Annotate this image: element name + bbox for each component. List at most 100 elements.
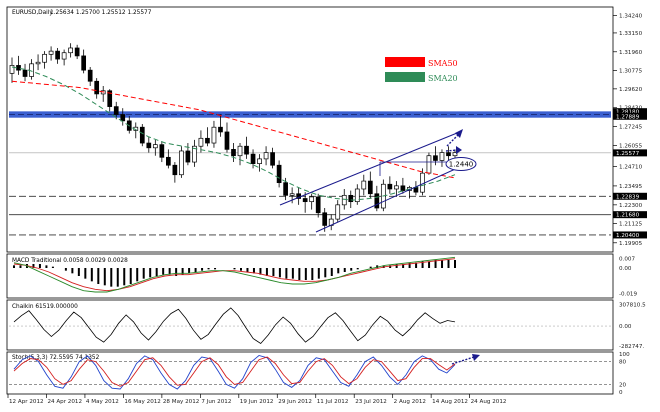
candle-body	[16, 65, 21, 71]
candle	[68, 43, 73, 58]
candle-body	[218, 126, 223, 133]
price-tick-label: 1.21125	[619, 221, 643, 227]
candle-body	[61, 52, 67, 60]
stoch-arrow-head	[472, 354, 480, 361]
price-axis: 1.342401.331501.319601.307751.296201.284…	[613, 14, 647, 247]
candle	[224, 122, 230, 153]
price-tag-label: 1.25577	[616, 151, 640, 157]
candle	[439, 149, 445, 167]
candle	[218, 114, 223, 137]
candle-body	[335, 204, 341, 220]
candle	[374, 185, 380, 212]
time-tick-label: 24 Apr 2012	[47, 399, 82, 405]
sma20-line	[11, 66, 456, 201]
time-tick-label: 29 Jun 2012	[278, 399, 312, 405]
candle-body	[74, 47, 80, 57]
panel-frames	[6, 6, 614, 395]
time-tick-label: 12 Apr 2012	[9, 399, 44, 405]
candle	[270, 147, 275, 169]
stoch-tick-label: 100	[619, 352, 630, 358]
sma50-line	[11, 80, 456, 179]
price-tag	[613, 192, 647, 200]
arrow-head-right	[456, 146, 462, 154]
candle	[35, 54, 41, 71]
overlay-back	[9, 111, 611, 236]
legend-label-sma50: SMA50	[428, 59, 458, 68]
candle	[55, 47, 60, 64]
candle	[9, 57, 15, 83]
candle	[205, 127, 210, 147]
candle	[172, 162, 178, 183]
price-tag	[613, 112, 647, 120]
price-tick-label: 1.19905	[619, 241, 643, 247]
candle-body	[354, 188, 360, 203]
time-tick-label: 24 Aug 2012	[471, 399, 507, 405]
candle	[289, 187, 295, 204]
price-tick-label: 1.24710	[619, 165, 643, 171]
candle-body	[257, 158, 262, 164]
candle-body	[289, 193, 295, 196]
price-tag	[613, 149, 647, 157]
candle-body	[439, 152, 445, 161]
candle-body	[387, 183, 393, 190]
candle-body	[68, 47, 73, 54]
price-tick-label: 1.30775	[619, 69, 643, 75]
ohlc-header: 1.25634 1.25700 1.25512 1.25577	[50, 10, 152, 16]
candle-body	[374, 193, 380, 209]
time-tick-label: 19 Jun 2012	[240, 399, 274, 405]
chaikin-tick-label: 307810.5	[619, 303, 646, 309]
candle-body	[270, 152, 275, 166]
legend-label-sma20: SMA20	[428, 74, 458, 83]
price-tag-label: 1.28180	[616, 110, 640, 116]
chaikin-tick-label: 0.00	[619, 324, 632, 330]
stoch-panel-frame	[6, 351, 614, 395]
candle-body	[361, 180, 367, 190]
price-tick-label: 1.29620	[619, 87, 643, 93]
stoch-label: Stoch(5,3,3) 72.5595 74.1352	[12, 355, 100, 361]
legend: SMA50 SMA20	[385, 57, 458, 83]
price-tag-label: 1.27889	[616, 114, 640, 120]
price-tick-label: 1.33150	[619, 31, 643, 37]
candle-body	[322, 212, 328, 226]
candle-body	[211, 126, 217, 144]
stoch-tick-label: 20	[619, 382, 627, 388]
macd-tick-label: 0.007	[619, 257, 635, 263]
candle-body	[172, 164, 178, 176]
candle-body	[315, 196, 321, 214]
stoch-arrow	[451, 356, 475, 365]
candle	[276, 160, 282, 188]
time-tick-label: 23 Jul 2012	[355, 399, 387, 405]
candle-body	[420, 172, 425, 193]
candle-body	[205, 137, 210, 144]
chaikin-label: Chaikin 61519.000000	[12, 304, 78, 310]
price-tag-label: 1.22839	[616, 194, 640, 200]
candle	[120, 108, 126, 126]
candle-body	[139, 126, 145, 144]
candle	[139, 124, 145, 147]
candle-body	[152, 144, 158, 149]
candle-body	[237, 145, 243, 157]
annotation-level-label: 1.2440	[449, 161, 474, 169]
candle-body	[263, 152, 269, 160]
candle-body	[22, 69, 28, 77]
candle-body	[276, 164, 282, 184]
price-tag-label: 1.20400	[616, 233, 640, 239]
candle-body	[113, 106, 119, 115]
candle-body	[231, 149, 236, 157]
candle-body	[394, 185, 399, 190]
chaikin-panel-frame	[6, 299, 614, 351]
legend-swatch-sma20	[385, 72, 425, 82]
candle-body	[250, 153, 256, 164]
candle	[426, 152, 432, 175]
candle-body	[55, 50, 60, 60]
candle-body	[107, 90, 113, 107]
time-tick-label: 16 May 2012	[124, 399, 160, 405]
candle-body	[426, 155, 432, 174]
price-tag-label: 1.21680	[616, 213, 640, 219]
candle	[302, 192, 308, 213]
candle	[42, 51, 47, 69]
candle-body	[81, 55, 87, 71]
candle-body	[348, 194, 354, 203]
chaikin-line	[13, 307, 456, 345]
